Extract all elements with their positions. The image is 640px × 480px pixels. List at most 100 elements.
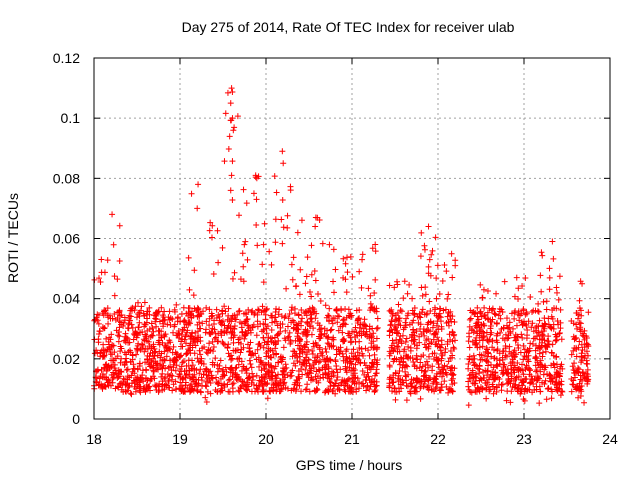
data-point — [122, 358, 129, 365]
data-point — [581, 355, 588, 362]
data-point — [253, 222, 260, 229]
data-point — [342, 305, 349, 312]
data-point — [534, 359, 541, 366]
data-point — [285, 315, 292, 322]
data-point — [442, 306, 449, 313]
data-point — [495, 381, 502, 388]
data-point — [310, 343, 317, 350]
data-point — [221, 372, 228, 379]
data-point — [494, 346, 501, 353]
data-point — [556, 273, 563, 280]
data-point — [551, 364, 558, 371]
data-point — [293, 326, 300, 333]
data-point — [449, 274, 456, 281]
data-point — [171, 323, 178, 330]
data-point — [244, 341, 251, 348]
data-point — [286, 329, 293, 336]
data-point — [314, 373, 321, 380]
data-point — [409, 319, 416, 326]
data-point — [197, 334, 204, 341]
data-point — [366, 352, 373, 359]
data-point — [105, 320, 112, 327]
data-point — [186, 319, 193, 326]
data-point — [504, 335, 511, 342]
data-point — [313, 310, 320, 317]
data-point — [118, 345, 125, 352]
data-point — [225, 341, 232, 348]
data-point — [296, 291, 303, 298]
data-point — [513, 274, 520, 281]
data-point — [98, 347, 105, 354]
data-point — [368, 363, 375, 370]
data-point — [494, 363, 501, 370]
data-point — [256, 363, 263, 370]
data-point — [101, 307, 108, 314]
data-point — [281, 314, 288, 321]
data-point — [556, 329, 563, 336]
data-point — [260, 334, 267, 341]
data-point — [362, 376, 369, 383]
data-point — [424, 321, 431, 328]
data-point — [180, 358, 187, 365]
data-point — [153, 362, 160, 369]
data-point — [217, 320, 224, 327]
data-point — [484, 353, 491, 360]
data-point — [502, 343, 509, 350]
data-point — [238, 324, 245, 331]
data-point — [128, 391, 135, 398]
data-point — [397, 354, 404, 361]
data-point — [405, 371, 412, 378]
data-point — [576, 338, 583, 345]
data-point — [202, 382, 209, 389]
data-point — [553, 353, 560, 360]
data-point — [299, 371, 306, 378]
data-point — [177, 318, 184, 325]
data-point — [525, 358, 532, 365]
data-point — [324, 355, 331, 362]
data-point — [268, 261, 275, 268]
data-point — [136, 319, 143, 326]
data-point — [219, 244, 226, 251]
data-point — [213, 374, 220, 381]
data-point — [150, 365, 157, 372]
data-point — [541, 325, 548, 332]
data-point — [445, 322, 452, 329]
data-point — [111, 292, 118, 299]
data-point — [436, 343, 443, 350]
data-point — [519, 377, 526, 384]
data-point — [191, 383, 198, 390]
data-point — [250, 381, 257, 388]
data-point — [170, 329, 177, 336]
data-point — [427, 319, 434, 326]
data-point — [196, 370, 203, 377]
data-point — [353, 388, 360, 395]
data-point — [389, 388, 396, 395]
data-point — [124, 376, 131, 383]
data-point — [520, 307, 527, 314]
data-point — [430, 320, 437, 327]
data-point — [232, 347, 239, 354]
y-tick-label: 0.02 — [53, 351, 80, 367]
data-point — [450, 344, 457, 351]
data-point — [400, 359, 407, 366]
data-point — [554, 369, 561, 376]
data-point — [442, 349, 449, 356]
data-point — [443, 383, 450, 390]
data-point — [569, 363, 576, 370]
data-point — [149, 325, 156, 332]
data-point — [310, 364, 317, 371]
data-point — [158, 373, 165, 380]
data-point — [229, 197, 236, 204]
data-point — [341, 377, 348, 384]
data-point — [109, 379, 116, 386]
data-point — [466, 386, 473, 393]
data-point — [482, 379, 489, 386]
data-point — [419, 292, 426, 299]
data-point — [407, 388, 414, 395]
data-point — [520, 379, 527, 386]
data-point — [422, 291, 429, 298]
data-point — [349, 273, 356, 280]
data-point — [334, 374, 341, 381]
y-tick-label: 0.08 — [53, 170, 80, 186]
data-point — [284, 334, 291, 341]
